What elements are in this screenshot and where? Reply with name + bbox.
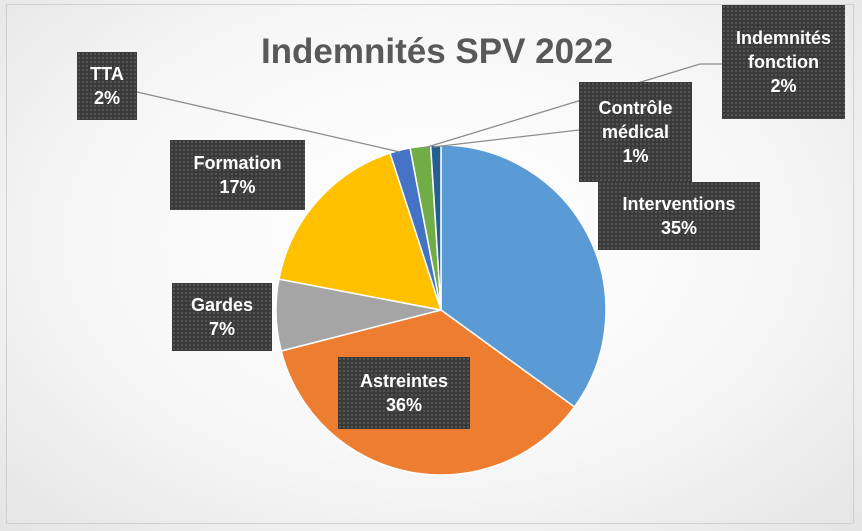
data-label: Indemnités fonction 2%: [722, 5, 845, 119]
label-name: TTA: [90, 64, 124, 84]
data-label: TTA 2%: [77, 52, 137, 120]
label-value: 35%: [660, 218, 698, 238]
label-value: 36%: [385, 395, 423, 415]
data-label: Gardes 7%: [172, 283, 272, 351]
label-name: Gardes: [190, 295, 254, 315]
label-value: 2%: [770, 76, 797, 96]
data-label: Formation 17%: [170, 140, 305, 210]
chart-title: Indemnités SPV 2022: [260, 32, 614, 71]
leader-line: [432, 129, 580, 148]
label-value: 1%: [622, 146, 649, 166]
label-value: 2%: [93, 88, 120, 108]
data-label: Astreintes 36%: [338, 357, 470, 429]
label-name: Interventions: [622, 194, 736, 214]
leader-line: [136, 91, 401, 153]
label-value: 17%: [219, 177, 256, 197]
label-name: Indemnités fonction: [735, 28, 832, 72]
pie-slice: [278, 152, 443, 311]
pie-slice: [440, 144, 607, 409]
label-name: Astreintes: [359, 371, 449, 391]
label-value: 7%: [208, 319, 235, 339]
leader-line: [423, 63, 701, 149]
data-label: Interventions 35%: [598, 182, 760, 250]
label-name: Contrôle médical: [598, 98, 673, 142]
label-name: Formation: [193, 153, 282, 173]
chart-frame: [6, 4, 854, 524]
data-label: Contrôle médical 1%: [579, 82, 692, 182]
